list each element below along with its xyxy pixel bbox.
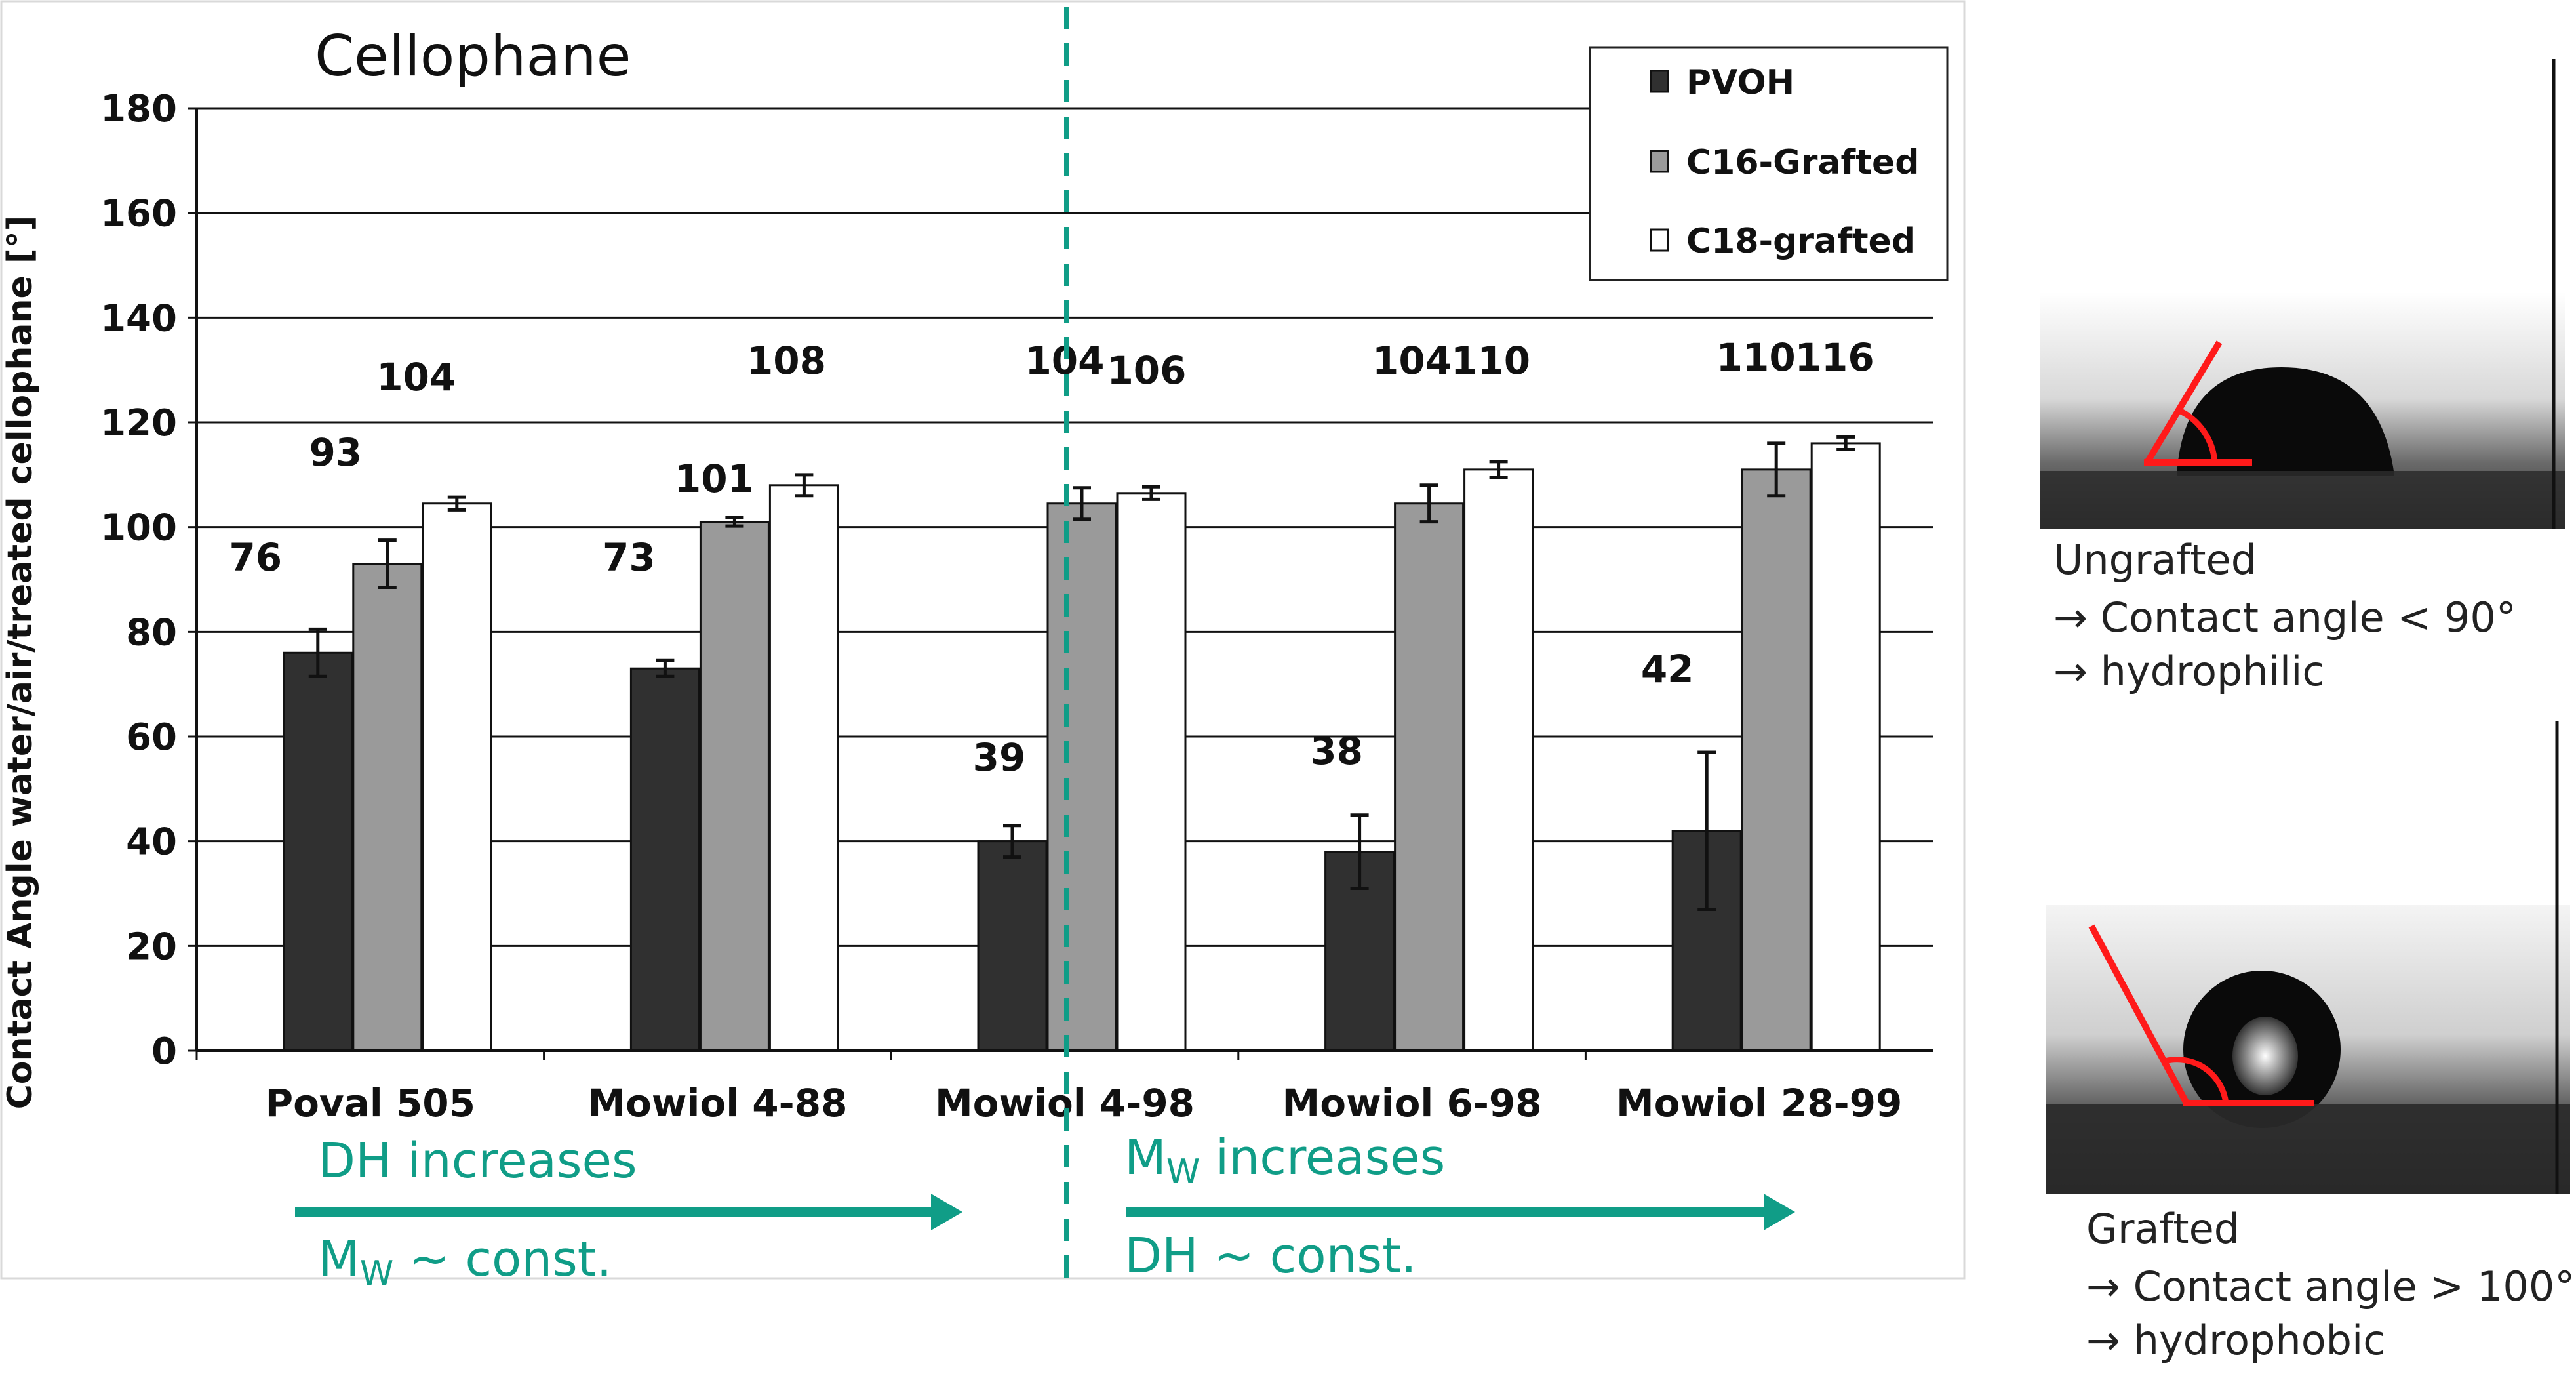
arrow-right-head-icon — [1764, 1194, 1795, 1230]
data-label-2-3: 110 — [1451, 338, 1530, 383]
y-tick-label-40: 40 — [126, 821, 177, 864]
y-tick-label-80: 80 — [126, 611, 177, 654]
y-tick-label-120: 120 — [100, 402, 177, 445]
legend-box — [1589, 46, 1949, 281]
ungrafted-line1: → Contact angle < 90° — [2053, 594, 2516, 641]
data-label-2-2: 106 — [1107, 348, 1186, 393]
bar-2-0 — [422, 502, 492, 1052]
ungrafted-title: Ungrafted — [2053, 536, 2257, 584]
grafted-title: Grafted — [2086, 1205, 2240, 1253]
bar-2-3 — [1463, 468, 1534, 1052]
y-tick-label-100: 100 — [100, 507, 177, 550]
arrow-left-head-icon — [931, 1194, 962, 1230]
annotation-dh-const: DH ~ const. — [1124, 1228, 1417, 1284]
x-tick-label-3: Mowiol 6-98 — [1282, 1081, 1542, 1125]
bar-0-0 — [283, 651, 353, 1052]
y-tick-label-160: 160 — [100, 193, 177, 235]
water-droplet-ungrafted — [2177, 367, 2394, 476]
data-label-1-0: 93 — [309, 430, 362, 475]
contact-angle-arc-ungrafted — [2177, 407, 2218, 463]
droplet-glint — [2232, 1017, 2298, 1095]
chart-title: Cellophane — [315, 24, 631, 89]
legend-label-c16: C16-Grafted — [1686, 143, 1920, 182]
bar-1-1 — [699, 521, 770, 1052]
x-tick-label-0: Poval 505 — [266, 1081, 475, 1125]
data-label-1-1: 101 — [675, 456, 754, 501]
data-label-0-0: 76 — [229, 535, 282, 580]
annotation-mw-increases: MW increases — [1124, 1129, 1445, 1192]
contact-angle-arc-grafted — [2164, 1057, 2229, 1104]
droplet-image-ungrafted — [2040, 59, 2565, 529]
legend-label-c18: C18-grafted — [1686, 222, 1916, 261]
legend: PVOH C16-Grafted C18-grafted — [1589, 46, 1949, 281]
x-tick-labels: Poval 505 Mowiol 4-88 Mowiol 4-98 Mowiol 6-… — [195, 1051, 1902, 1125]
annotation-dh-increases: DH increases — [318, 1133, 637, 1189]
bar-2-4 — [1810, 442, 1881, 1052]
ungrafted-line2: → hydrophilic — [2053, 647, 2324, 695]
data-label-0-2: 39 — [973, 735, 1026, 780]
substrate-ungrafted — [2040, 471, 2565, 529]
data-label-0-4: 42 — [1641, 647, 1694, 691]
droplet-image-grafted — [2046, 721, 2570, 1194]
data-label-0-3: 38 — [1310, 729, 1363, 773]
bar-0-2 — [977, 840, 1048, 1052]
y-tick-label-60: 60 — [126, 716, 177, 759]
contact-tangent-grafted — [2088, 924, 2190, 1105]
legend-swatch-c16 — [1650, 150, 1669, 173]
bar-1-4 — [1741, 468, 1812, 1052]
annotation-left: DH increases MW ~ const. — [295, 1133, 962, 1293]
bars — [283, 435, 1881, 1052]
x-tick-label-1: Mowiol 4-88 — [587, 1081, 847, 1125]
data-label-2-1: 108 — [747, 338, 826, 383]
data-label-0-1: 73 — [603, 535, 656, 580]
annotation-mw-const: MW ~ const. — [318, 1231, 612, 1293]
bar-1-0 — [352, 563, 423, 1052]
bar-1-3 — [1394, 502, 1465, 1052]
y-tick-label-180: 180 — [100, 88, 177, 131]
annotation-right: MW increases DH ~ const. — [1124, 1129, 1795, 1284]
data-label-1-3: 104 — [1372, 338, 1452, 383]
legend-swatch-c18 — [1650, 228, 1669, 252]
data-label-2-4: 116 — [1795, 335, 1874, 380]
bar-2-1 — [768, 484, 839, 1052]
data-label-1-4: 110 — [1716, 335, 1796, 380]
data-label-2-0: 104 — [376, 355, 456, 399]
y-axis-label: Contact Angle water/air/treated cellopha… — [1, 216, 40, 1110]
legend-label-pvoh: PVOH — [1686, 63, 1794, 102]
y-tick-label-0: 0 — [151, 1030, 177, 1073]
legend-swatch-pvoh — [1650, 70, 1669, 93]
grafted-line1: → Contact angle > 100° — [2086, 1263, 2575, 1310]
x-tick-label-4: Mowiol 28-99 — [1616, 1081, 1902, 1125]
grafted-line2: → hydrophobic — [2086, 1316, 2385, 1364]
substrate-grafted — [2046, 1104, 2570, 1194]
bar-2-2 — [1116, 492, 1187, 1052]
bar-0-1 — [629, 667, 700, 1052]
y-tick-label-140: 140 — [100, 297, 177, 340]
contact-tangent-ungrafted — [2144, 340, 2223, 464]
bar-1-2 — [1046, 502, 1117, 1052]
y-tick-label-20: 20 — [126, 925, 177, 968]
